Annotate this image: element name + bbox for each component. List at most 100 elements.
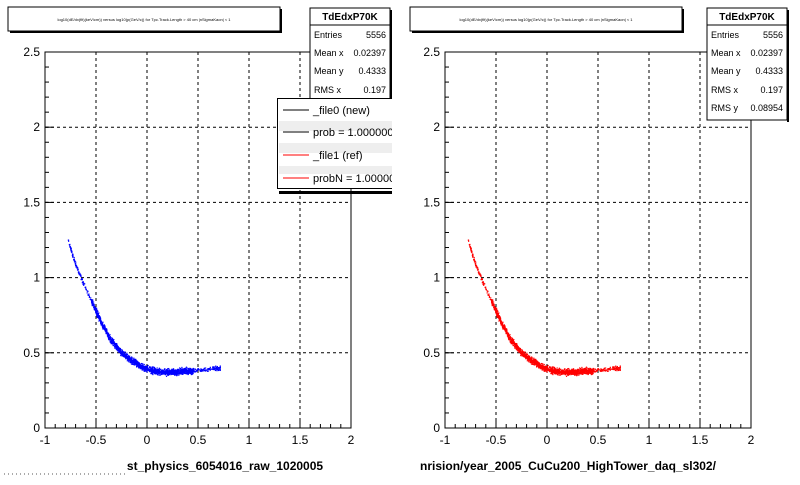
data-point [219, 366, 221, 368]
data-point [567, 368, 569, 370]
data-point [519, 351, 521, 353]
data-point [529, 361, 531, 363]
data-point [605, 367, 607, 369]
data-point [473, 261, 476, 263]
data-point [174, 374, 176, 376]
data-point [528, 358, 531, 360]
data-point [491, 304, 493, 307]
data-point [497, 310, 499, 312]
data-point [494, 307, 496, 309]
data-point [128, 361, 130, 363]
data-point [613, 366, 615, 368]
data-point [537, 361, 539, 364]
data-point [125, 358, 127, 360]
data-point [530, 363, 533, 365]
data-point [174, 369, 177, 371]
data-point [167, 372, 169, 374]
data-point [165, 375, 168, 377]
data-point [545, 370, 547, 372]
data-point [568, 367, 570, 370]
scatter-points [467, 239, 621, 377]
data-point [553, 369, 555, 371]
data-point [565, 369, 567, 371]
data-point [551, 370, 553, 372]
y-tick-label: 2.5 [23, 45, 40, 59]
y-tick-label: 2 [33, 120, 40, 134]
data-point [491, 301, 493, 303]
data-point [99, 316, 101, 318]
data-point [161, 370, 163, 373]
data-point [525, 358, 527, 360]
data-point [518, 349, 520, 352]
data-point [540, 365, 542, 367]
data-point [121, 355, 123, 357]
data-point [567, 374, 569, 376]
data-point [108, 338, 110, 340]
data-point [110, 337, 112, 340]
data-point [482, 282, 484, 284]
data-point [496, 310, 498, 312]
data-point [104, 330, 106, 332]
data-point [182, 373, 184, 375]
data-point [188, 370, 191, 372]
data-point [557, 369, 559, 371]
data-point [109, 336, 112, 339]
data-point [177, 373, 179, 375]
data-point [561, 372, 564, 374]
data-point [190, 373, 192, 376]
data-point [126, 352, 128, 354]
data-point [572, 370, 574, 372]
data-point [551, 368, 553, 371]
data-point [592, 372, 594, 375]
data-point [563, 369, 566, 371]
data-point [163, 369, 166, 371]
data-point [568, 373, 570, 375]
data-point [178, 374, 180, 376]
data-point [133, 362, 136, 364]
data-point [524, 351, 526, 353]
data-point [576, 369, 578, 371]
legend-label-3: probN = 1.000000 [313, 173, 401, 185]
data-point [483, 283, 485, 285]
right-stats-value-4: 0.08954 [750, 103, 783, 113]
data-point [184, 367, 186, 369]
data-point [567, 373, 569, 376]
data-point [135, 358, 137, 361]
data-point [121, 353, 124, 355]
data-point [495, 312, 497, 314]
data-point [118, 349, 120, 352]
data-point [127, 356, 129, 358]
data-point [115, 343, 117, 345]
data-point [521, 349, 523, 351]
data-point [588, 370, 590, 372]
data-point [511, 339, 513, 342]
data-point [542, 364, 544, 367]
data-point [595, 370, 598, 372]
legend-label-1: prob = 1.000000 [313, 127, 393, 139]
data-point [216, 367, 218, 369]
data-point [560, 372, 562, 374]
data-point [188, 372, 190, 374]
data-point [509, 334, 511, 336]
data-point [564, 368, 566, 370]
data-point [111, 339, 113, 342]
data-point [557, 374, 559, 376]
data-point [481, 278, 483, 280]
data-point [165, 369, 167, 371]
data-point [524, 353, 526, 355]
data-point [496, 314, 499, 316]
data-point [83, 284, 85, 286]
data-point [201, 370, 203, 372]
data-point [114, 343, 116, 345]
data-point [153, 371, 155, 373]
data-point [81, 278, 83, 280]
data-point [482, 283, 484, 285]
right-plot-area: -1 -0.5 0 0.5 1 1.5 2 0 0.5 1 1.5 2 2.5 [423, 45, 754, 447]
data-point [548, 366, 551, 368]
data-point [571, 370, 573, 373]
data-point [531, 357, 533, 359]
data-point [619, 366, 621, 368]
data-point [107, 333, 109, 335]
data-point [532, 363, 534, 366]
data-point [95, 310, 97, 312]
